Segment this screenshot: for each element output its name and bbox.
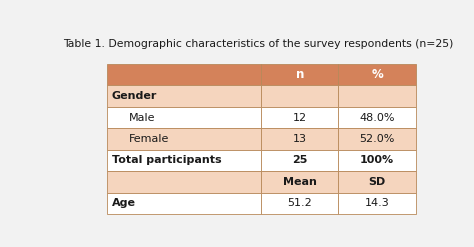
Text: 12: 12 bbox=[293, 113, 307, 123]
Bar bbox=[107, 64, 261, 85]
Bar bbox=[107, 107, 261, 128]
Bar bbox=[338, 150, 416, 171]
Text: Mean: Mean bbox=[283, 177, 317, 187]
Bar bbox=[338, 128, 416, 150]
Text: 14.3: 14.3 bbox=[365, 198, 389, 208]
Text: Age: Age bbox=[112, 198, 136, 208]
Bar bbox=[261, 128, 338, 150]
Text: Male: Male bbox=[128, 113, 155, 123]
Text: 25: 25 bbox=[292, 155, 308, 165]
Bar bbox=[107, 128, 261, 150]
Text: 13: 13 bbox=[293, 134, 307, 144]
Text: 100%: 100% bbox=[360, 155, 394, 165]
Text: SD: SD bbox=[368, 177, 386, 187]
Text: Table 1. Demographic characteristics of the survey respondents (n=25): Table 1. Demographic characteristics of … bbox=[63, 39, 453, 49]
Text: n: n bbox=[296, 68, 304, 81]
Text: 52.0%: 52.0% bbox=[359, 134, 395, 144]
Bar bbox=[261, 85, 338, 107]
Text: Female: Female bbox=[128, 134, 169, 144]
Bar bbox=[261, 64, 338, 85]
Bar bbox=[338, 193, 416, 214]
Bar bbox=[107, 193, 261, 214]
Bar bbox=[261, 171, 338, 193]
Text: Total participants: Total participants bbox=[112, 155, 221, 165]
Text: 51.2: 51.2 bbox=[288, 198, 312, 208]
Bar bbox=[338, 64, 416, 85]
Text: Gender: Gender bbox=[112, 91, 157, 101]
Bar bbox=[338, 85, 416, 107]
Bar bbox=[107, 171, 261, 193]
Text: %: % bbox=[371, 68, 383, 81]
Bar bbox=[261, 150, 338, 171]
Bar bbox=[338, 107, 416, 128]
Bar bbox=[338, 171, 416, 193]
Bar bbox=[107, 150, 261, 171]
Bar bbox=[107, 85, 261, 107]
Text: 48.0%: 48.0% bbox=[359, 113, 395, 123]
Bar bbox=[261, 193, 338, 214]
Bar bbox=[261, 107, 338, 128]
